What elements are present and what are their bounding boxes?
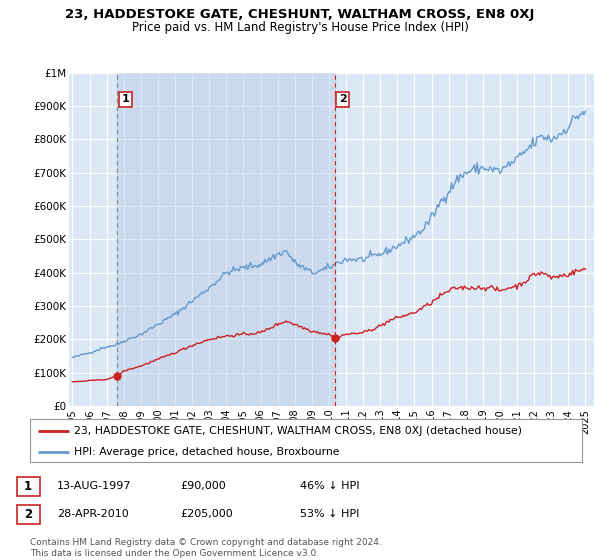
Text: 1: 1 (24, 479, 32, 493)
Text: Contains HM Land Registry data © Crown copyright and database right 2024.
This d: Contains HM Land Registry data © Crown c… (30, 538, 382, 558)
Bar (117, 73, 335, 406)
Text: 2: 2 (24, 507, 32, 521)
Text: HPI: Average price, detached house, Broxbourne: HPI: Average price, detached house, Brox… (74, 447, 340, 457)
Text: 46% ↓ HPI: 46% ↓ HPI (300, 481, 359, 491)
Text: 53% ↓ HPI: 53% ↓ HPI (300, 509, 359, 519)
Text: 13-AUG-1997: 13-AUG-1997 (57, 481, 131, 491)
Text: £205,000: £205,000 (180, 509, 233, 519)
Text: 1: 1 (121, 95, 129, 105)
Text: Price paid vs. HM Land Registry's House Price Index (HPI): Price paid vs. HM Land Registry's House … (131, 21, 469, 34)
Text: £90,000: £90,000 (180, 481, 226, 491)
Text: 23, HADDESTOKE GATE, CHESHUNT, WALTHAM CROSS, EN8 0XJ: 23, HADDESTOKE GATE, CHESHUNT, WALTHAM C… (65, 8, 535, 21)
Text: 2: 2 (339, 95, 347, 105)
Text: 28-APR-2010: 28-APR-2010 (57, 509, 129, 519)
Text: 23, HADDESTOKE GATE, CHESHUNT, WALTHAM CROSS, EN8 0XJ (detached house): 23, HADDESTOKE GATE, CHESHUNT, WALTHAM C… (74, 426, 522, 436)
